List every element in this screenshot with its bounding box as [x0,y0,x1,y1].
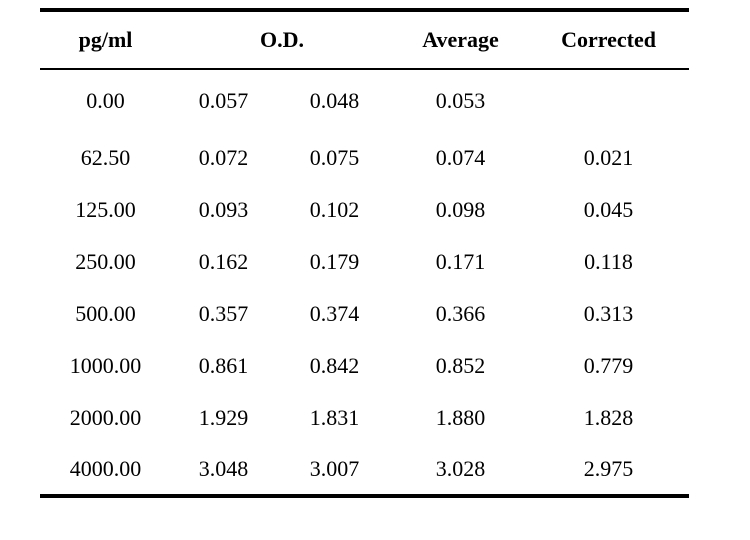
cell-average: 0.171 [435,249,486,274]
cell-od-2: 0.842 [309,353,360,378]
table-row: 4000.00 3.048 3.007 3.028 2.975 [40,444,689,494]
cell-od-2: 0.048 [309,88,360,113]
cell-corrected: 0.313 [583,301,634,326]
cell-od-1: 1.929 [198,405,249,430]
cell-concentration: 250.00 [75,249,136,274]
top-rule [40,8,689,12]
cell-corrected: 0.021 [583,145,634,170]
cell-corrected: 0.779 [583,353,634,378]
cell-concentration: 0.00 [86,88,125,113]
table-row: 0.00 0.057 0.048 0.053 [40,70,689,132]
standard-curve-body: 0.00 0.057 0.048 0.053 62.50 0.072 0.075… [40,70,689,494]
cell-od-1: 3.048 [198,456,249,481]
cell-od-1: 0.057 [198,88,249,113]
table-row: 250.00 0.162 0.179 0.171 0.118 [40,236,689,288]
cell-corrected: 0.118 [584,249,633,274]
cell-corrected: 0.045 [583,197,634,222]
bottom-rule [40,494,689,498]
table-row: 500.00 0.357 0.374 0.366 0.313 [40,288,689,340]
cell-od-2: 1.831 [309,405,360,430]
header-od: O.D. [260,27,304,52]
table-row: 62.50 0.072 0.075 0.074 0.021 [40,132,689,184]
cell-od-1: 0.357 [198,301,249,326]
cell-corrected: 2.975 [583,456,634,481]
cell-od-2: 0.374 [309,301,360,326]
table-row: 125.00 0.093 0.102 0.098 0.045 [40,184,689,236]
cell-concentration: 4000.00 [69,456,142,481]
cell-concentration: 62.50 [80,145,131,170]
standard-curve-table-container: pg/ml O.D. Average Corrected 0.00 0.057 … [40,8,689,498]
cell-corrected: 1.828 [583,405,634,430]
cell-corrected [528,70,689,132]
cell-od-1: 0.093 [198,197,249,222]
header-row: pg/ml O.D. Average Corrected [40,12,689,68]
cell-od-2: 0.075 [309,145,360,170]
cell-average: 0.852 [435,353,486,378]
cell-average: 1.880 [435,405,486,430]
standard-curve-table: pg/ml O.D. Average Corrected [40,12,689,68]
cell-od-2: 0.179 [309,249,360,274]
header-corrected: Corrected [561,27,656,52]
cell-average: 0.053 [435,88,486,113]
table-row: 2000.00 1.929 1.831 1.880 1.828 [40,392,689,444]
cell-concentration: 125.00 [75,197,136,222]
cell-od-1: 0.072 [198,145,249,170]
cell-od-1: 0.861 [198,353,249,378]
header-rule [40,68,689,70]
cell-concentration: 500.00 [75,301,136,326]
header-concentration: pg/ml [78,27,133,52]
cell-od-1: 0.162 [198,249,249,274]
cell-average: 0.098 [435,197,486,222]
header-average: Average [422,27,499,52]
cell-od-2: 0.102 [309,197,360,222]
cell-concentration: 1000.00 [69,353,142,378]
cell-average: 0.074 [435,145,486,170]
cell-concentration: 2000.00 [69,405,142,430]
cell-average: 3.028 [435,456,486,481]
table-row: 1000.00 0.861 0.842 0.852 0.779 [40,340,689,392]
cell-od-2: 3.007 [309,456,360,481]
cell-average: 0.366 [435,301,486,326]
